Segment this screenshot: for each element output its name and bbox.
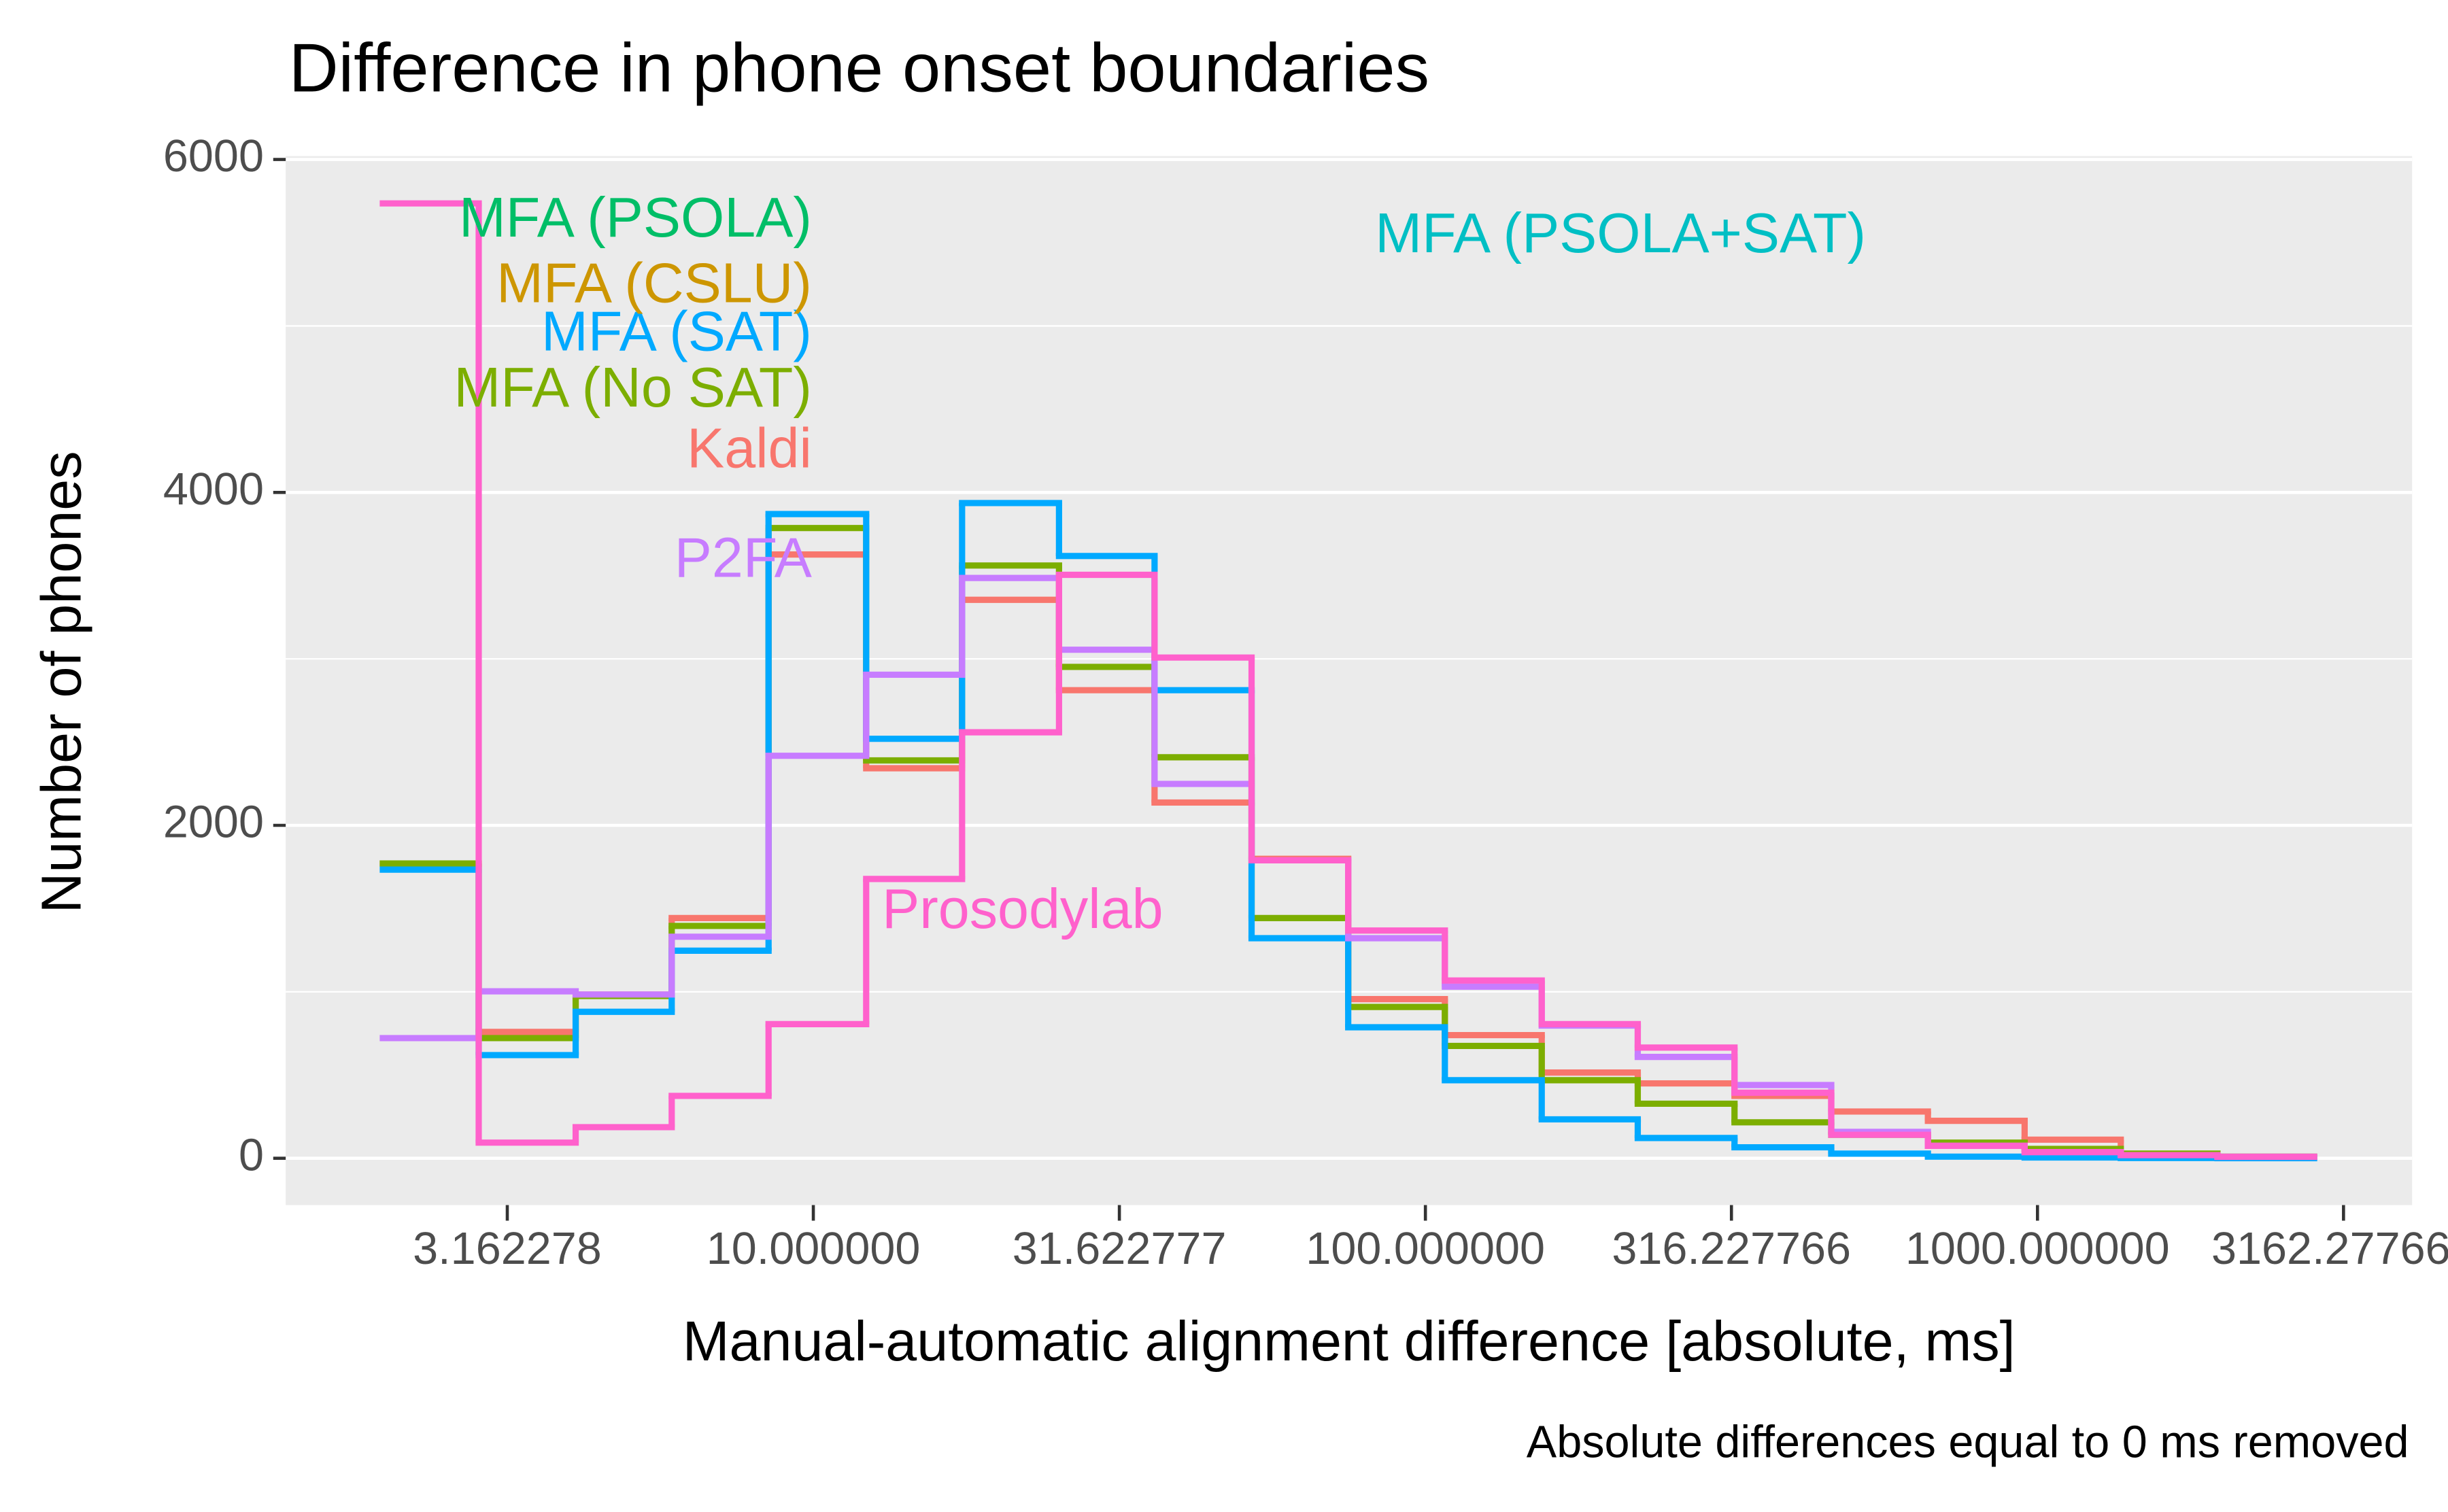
annotation: MFA (PSOLA+SAT) bbox=[1375, 201, 1866, 264]
y-tick-label: 4000 bbox=[163, 464, 264, 515]
series-label: MFA (SAT) bbox=[541, 300, 812, 363]
annotation: MFA (PSOLA) bbox=[459, 186, 812, 249]
annotation: MFA (CSLU) bbox=[496, 251, 812, 314]
x-tick-label: 316.227766 bbox=[1612, 1224, 1851, 1274]
y-axis-label: Number of phones bbox=[29, 451, 92, 913]
x-tick-label: 10.000000 bbox=[707, 1224, 921, 1274]
y-tick-label: 6000 bbox=[163, 131, 264, 182]
series-label: P2FA bbox=[675, 526, 812, 589]
series-label: Kaldi bbox=[687, 417, 812, 480]
x-tick-label: 31.622777 bbox=[1013, 1224, 1227, 1274]
x-tick-label: 3.162278 bbox=[413, 1224, 602, 1274]
x-axis-label: Manual-automatic alignment difference [a… bbox=[683, 1309, 2016, 1373]
y-tick-label: 0 bbox=[239, 1130, 264, 1180]
series-line bbox=[379, 200, 2317, 1161]
series-label: MFA (No SAT) bbox=[454, 356, 812, 419]
x-tick-label: 1000.000000 bbox=[1905, 1224, 2170, 1274]
x-tick-label: 3162.277660 bbox=[2211, 1224, 2448, 1274]
caption: Absolute differences equal to 0 ms remov… bbox=[1527, 1418, 2409, 1468]
series-label: Prosodylab bbox=[882, 877, 1163, 940]
chart-title: Difference in phone onset boundaries bbox=[289, 31, 1429, 107]
y-tick-label: 2000 bbox=[163, 797, 264, 848]
x-tick-label: 100.000000 bbox=[1306, 1224, 1545, 1274]
